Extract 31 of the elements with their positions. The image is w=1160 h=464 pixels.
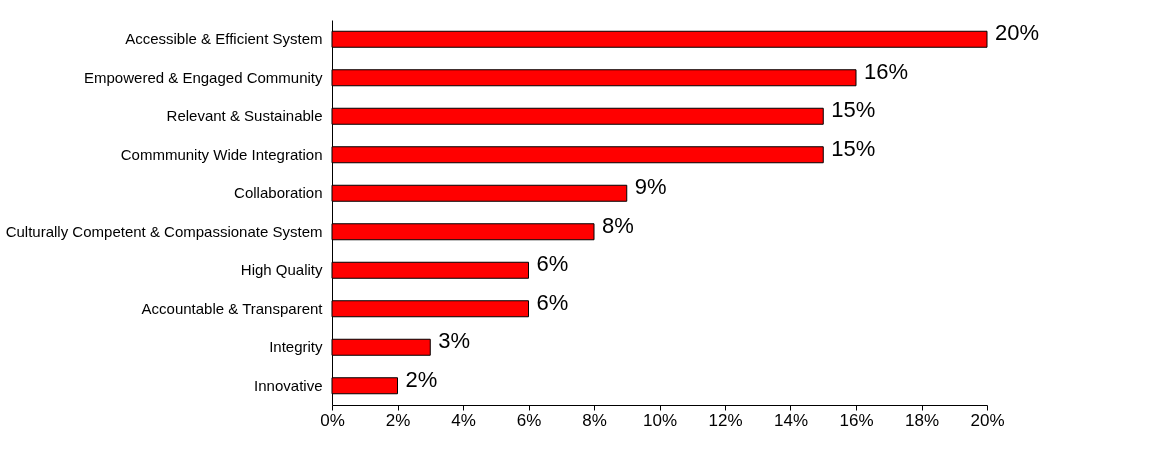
x-tick-label: 12%	[708, 410, 743, 430]
x-tick-label: 10%	[642, 410, 678, 430]
data-label: 3%	[438, 328, 471, 354]
x-tick-label: 4%	[451, 410, 476, 430]
x-tick-label: 16%	[839, 410, 874, 430]
data-label: 8%	[602, 212, 634, 238]
y-tick-label: Empowered & Engaged Community	[84, 68, 323, 86]
y-tick-label: High Quality	[240, 261, 323, 279]
y-tick-label: Culturally Competent & Compassionate System	[5, 222, 323, 240]
data-label: 6%	[536, 251, 569, 277]
data-label: 9%	[634, 174, 667, 200]
y-tick-label: Commmunity Wide Integration	[120, 145, 323, 163]
data-label: 6%	[536, 289, 569, 315]
data-label: 20%	[995, 20, 1040, 46]
data-label: 15%	[831, 97, 876, 123]
y-tick-label: Integrity	[269, 338, 323, 356]
y-tick-label: Relevant & Sustainable	[166, 107, 323, 125]
y-tick-label: Accountable & Transparent	[141, 299, 324, 317]
y-tick-label: Innovative	[254, 376, 323, 394]
x-tick-label: 8%	[582, 410, 607, 430]
x-tick-label: 18%	[904, 410, 940, 430]
data-label: 2%	[405, 366, 438, 392]
data-label: 16%	[864, 58, 909, 84]
y-tick-label: Collaboration	[234, 184, 323, 202]
x-tick-label: 6%	[516, 410, 542, 430]
x-tick-label: 2%	[385, 410, 411, 430]
x-tick-label: 14%	[773, 410, 809, 430]
data-label: 15%	[831, 135, 876, 161]
x-tick-label: 0%	[320, 410, 345, 430]
x-tick-label: 20%	[970, 410, 1005, 430]
y-tick-label: Accessible & Efficient System	[125, 30, 323, 48]
